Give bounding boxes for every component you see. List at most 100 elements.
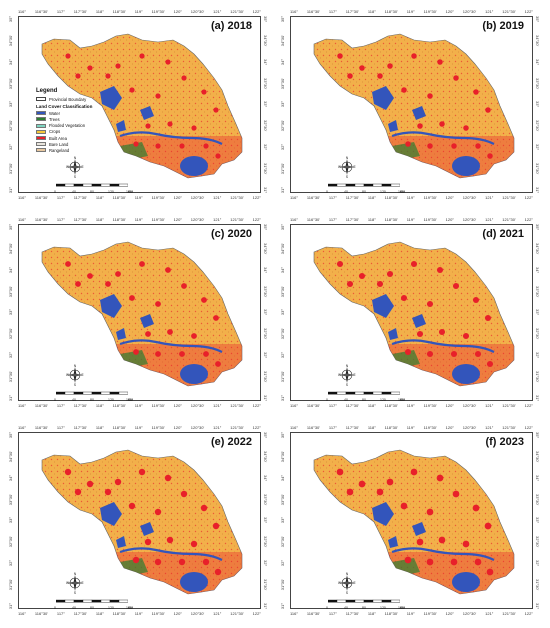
longitude-tick: 118°30' [112, 217, 126, 222]
longitude-tick: 121°30' [502, 195, 516, 200]
yangtze-river [119, 339, 223, 353]
scale-label: 160 [126, 190, 132, 194]
lake [388, 120, 398, 132]
longitude-tick: 121°30' [502, 403, 516, 408]
built-area-patch [144, 538, 152, 546]
longitude-tick: 118°30' [112, 611, 126, 616]
longitude-tick: 118° [95, 9, 104, 14]
longitude-tick: 119° [134, 611, 143, 616]
built-area-patch [181, 75, 187, 81]
latitude-tick: 32°30' [535, 536, 540, 548]
longitude-tick: 119° [406, 9, 415, 14]
longitude-tick: 118° [367, 9, 376, 14]
map-panel: 116° 116°30' 117° 117°30' 118° 118°30' 119° 119… [280, 6, 542, 204]
lake [388, 536, 398, 548]
built-area-patch [114, 478, 122, 486]
longitude-tick: 119°30' [423, 217, 437, 222]
map-panel: 116° 116°30' 117° 117°30' 118° 118°30' 119° 119… [280, 422, 542, 620]
longitude-tick: 119°30' [151, 217, 165, 222]
latitude-tick: 35° [263, 224, 268, 231]
built-area-patch [404, 556, 412, 564]
longitude-tick: 117°30' [73, 425, 87, 430]
longitude-ticks-top: 116° 116°30' 117° 117°30' 118° 118°30' 119° 119… [18, 9, 261, 14]
latitude-tick: 35° [263, 432, 268, 439]
built-area-patch [104, 488, 112, 496]
built-area-patch [139, 53, 145, 59]
longitude-tick: 119° [134, 403, 143, 408]
built-area-patch [213, 315, 219, 321]
built-area-patch [438, 328, 446, 336]
longitude-ticks-top: 116° 116°30' 117° 117°30' 118° 118°30' 119° 119… [18, 425, 261, 430]
built-area-patch [484, 314, 492, 322]
svg-text:S: S [346, 383, 348, 386]
built-area-patch [105, 281, 111, 287]
longitude-tick: 117° [328, 217, 337, 222]
built-area-patch [450, 558, 458, 566]
latitude-tick: 31°30' [535, 162, 540, 175]
scale-label: 80 [90, 398, 94, 402]
longitude-tick: 120° [445, 195, 454, 200]
latitude-ticks-right: 35° 34°30' 34° 33°30' 33° 32°30' 32° 31°30' 31° [535, 224, 540, 401]
latitude-tick: 32° [535, 144, 540, 151]
built-area-patch [472, 296, 480, 304]
longitude-tick: 121° [485, 425, 494, 430]
longitude-tick: 116°30' [306, 611, 321, 616]
latitude-tick: 31° [535, 602, 540, 609]
built-area-patch [400, 294, 408, 302]
north-arrow-icon: N S W E [66, 572, 84, 594]
latitude-tick: 32° [535, 352, 540, 359]
southern-built-up-zone [108, 552, 242, 594]
built-area-patch [475, 143, 481, 149]
scale-label: 160 [126, 398, 132, 402]
longitude-tick: 122° [524, 403, 533, 408]
longitude-tick: 119° [406, 611, 415, 616]
longitude-tick: 121° [213, 9, 222, 14]
built-area-patch [451, 143, 457, 149]
svg-text:N: N [74, 156, 77, 160]
built-area-patch [181, 283, 187, 289]
built-area-patch [387, 63, 393, 69]
built-area-patch [386, 478, 394, 486]
scale-label: 160 [398, 398, 404, 402]
latitude-tick: 33°30' [535, 493, 540, 505]
scale-label: 40 [344, 190, 348, 194]
longitude-tick: 121° [213, 403, 222, 408]
longitude-tick: 120°30' [190, 611, 205, 616]
longitude-tick: 118° [95, 611, 104, 616]
scale-label: 120 [380, 398, 386, 402]
longitude-tick: 117° [328, 9, 337, 14]
longitude-tick: 117°30' [73, 611, 87, 616]
built-area-patch [376, 488, 384, 496]
legend: Legend Provincial Boundary Land Cover Clas… [36, 88, 110, 154]
scale-label: 120 [108, 398, 114, 402]
longitude-tick: 120° [173, 195, 182, 200]
built-area-patch [215, 153, 221, 159]
longitude-tick: 118° [367, 425, 376, 430]
built-area-patch [129, 295, 135, 301]
built-area-patch [346, 488, 354, 496]
built-area-patch [215, 361, 221, 367]
built-area-patch [426, 350, 434, 358]
built-area-patch [472, 504, 480, 512]
land-cover-map [313, 33, 515, 179]
svg-text:E: E [82, 373, 84, 377]
built-area-patch [404, 348, 412, 356]
latitude-tick: 33° [263, 309, 268, 316]
longitude-tick: 117° [56, 425, 65, 430]
map-panel: 116° 116°30' 117° 117°30' 118° 118°30' 119° 119… [8, 214, 270, 412]
yangtze-river [391, 131, 495, 145]
scale-label: 0 [326, 190, 328, 194]
scale-label: 160 [398, 190, 404, 194]
longitude-tick: 119° [134, 425, 143, 430]
longitude-tick: 122° [252, 425, 261, 430]
built-area-patch [416, 538, 424, 546]
longitude-tick: 116° [290, 611, 298, 616]
southern-built-up-zone [380, 136, 514, 178]
latitude-ticks-right: 35° 34°30' 34° 33°30' 33° 32°30' 32° 31°30' 31° [263, 224, 268, 401]
latitude-tick: 32° [263, 352, 268, 359]
longitude-tick: 119° [406, 425, 415, 430]
longitude-tick: 117°30' [345, 195, 359, 200]
boundary-swatch [36, 97, 46, 102]
longitude-tick: 121°30' [230, 611, 244, 616]
legend-boundary-row: Provincial Boundary [36, 96, 110, 102]
